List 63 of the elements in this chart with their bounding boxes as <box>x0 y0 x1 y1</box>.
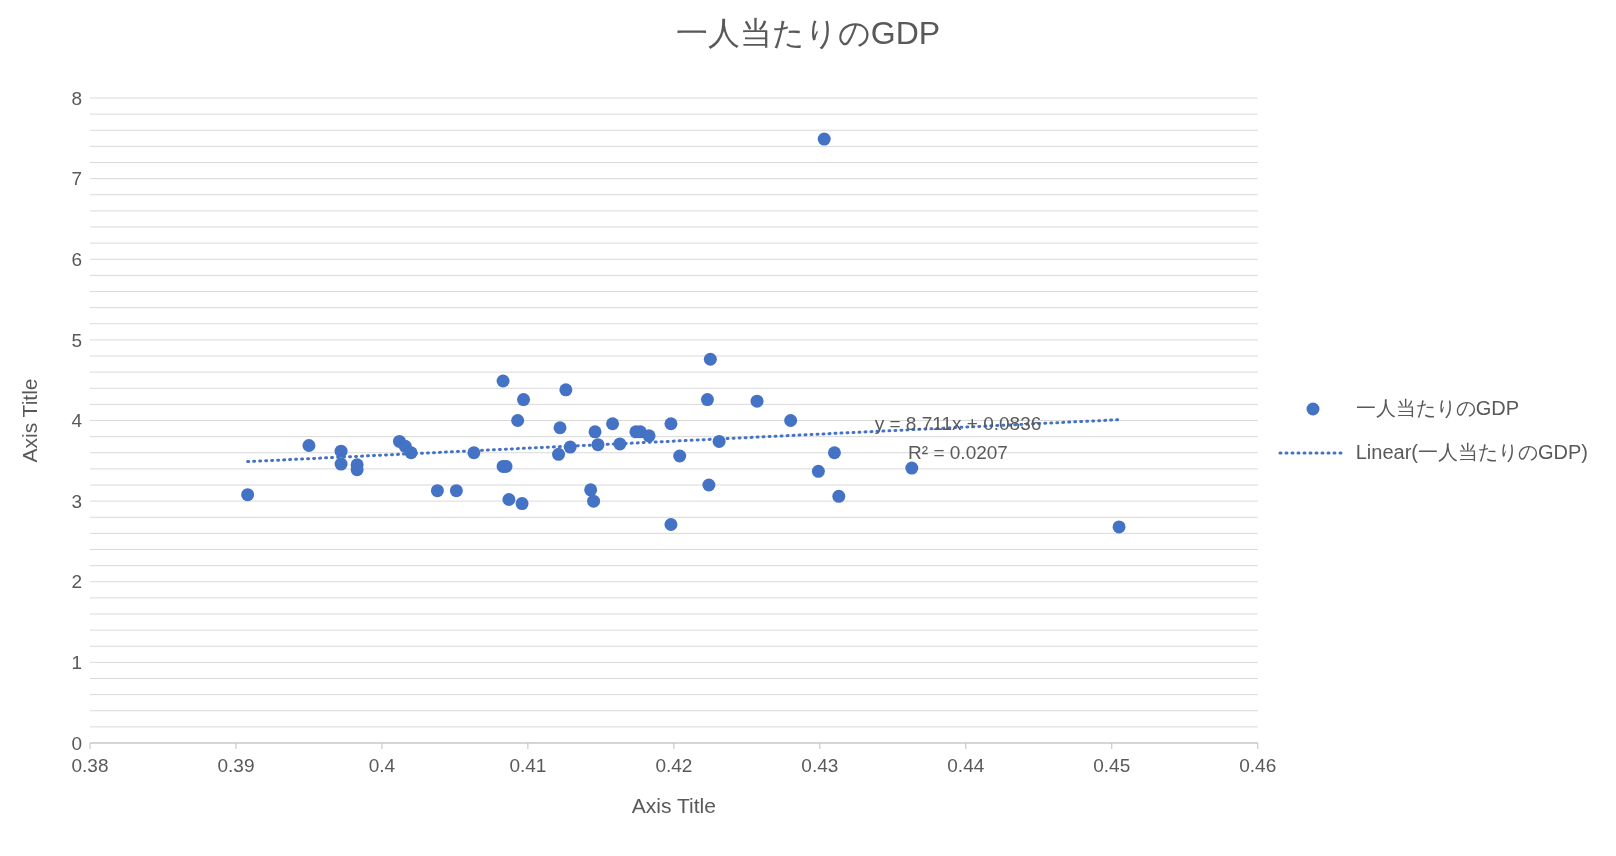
y-tick-label: 3 <box>71 490 82 512</box>
y-tick-label: 2 <box>71 571 82 593</box>
x-axis-title: Axis Title <box>631 794 716 817</box>
chart-title: 一人当たりのGDP <box>674 14 942 53</box>
point <box>467 446 481 460</box>
x-tick-label: 0.43 <box>801 755 839 777</box>
x-tick-label: 0.4 <box>368 755 396 777</box>
point <box>613 437 627 451</box>
point <box>827 446 841 460</box>
point <box>606 417 620 431</box>
x-tick-label: 0.45 <box>1093 755 1131 777</box>
point <box>559 383 573 397</box>
point <box>784 414 798 427</box>
y-tick-label: 1 <box>71 652 82 674</box>
x-tick-label: 0.46 <box>1239 755 1277 777</box>
point <box>587 494 601 508</box>
annotation: R² = 0.0207 <box>907 442 1009 464</box>
point <box>552 447 566 461</box>
point <box>563 440 577 454</box>
x-tick-label: 0.39 <box>217 755 255 777</box>
point <box>591 438 605 452</box>
point <box>496 374 510 388</box>
point <box>515 497 529 511</box>
y-tick-label: 4 <box>71 410 83 432</box>
point <box>430 484 444 498</box>
point <box>334 457 348 471</box>
point <box>817 132 831 146</box>
point <box>334 444 348 458</box>
point <box>712 434 726 448</box>
legend-label: Linear(一人当たりのGDP) <box>1355 440 1588 465</box>
point <box>302 438 316 452</box>
point <box>1112 520 1126 534</box>
y-tick-label: 8 <box>71 87 82 109</box>
point <box>553 421 567 435</box>
point <box>702 478 716 492</box>
point <box>664 417 678 431</box>
point <box>673 449 687 463</box>
x-tick-label: 0.44 <box>947 755 985 777</box>
point <box>642 429 656 443</box>
point <box>750 394 764 408</box>
point <box>811 464 825 478</box>
legend-label: 一人当たりのGDP <box>1355 396 1520 421</box>
x-tick-label: 0.41 <box>509 755 547 777</box>
point <box>404 446 418 460</box>
point <box>511 414 525 427</box>
y-tick-label: 7 <box>71 168 82 190</box>
point <box>664 518 678 532</box>
x-tick-label: 0.42 <box>655 755 693 777</box>
y-axis-title: Axis Title <box>18 378 42 463</box>
point <box>905 461 919 475</box>
y-tick-label: 5 <box>71 329 82 351</box>
y-tick-label: 6 <box>71 248 82 270</box>
y-tick-label: 0 <box>71 732 82 754</box>
point <box>588 425 602 439</box>
point <box>700 393 714 407</box>
point <box>517 393 531 407</box>
point <box>703 352 717 366</box>
point <box>502 493 516 507</box>
point <box>449 484 463 498</box>
point <box>584 483 598 497</box>
x-tick-label: 0.38 <box>71 755 109 777</box>
point <box>832 489 846 503</box>
point <box>241 488 255 502</box>
